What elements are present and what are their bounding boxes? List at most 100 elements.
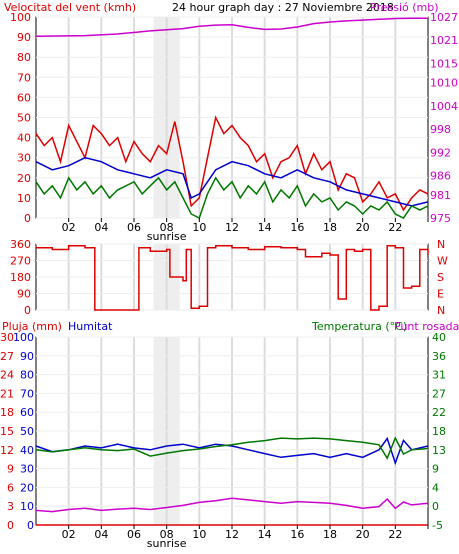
x-tick-label: 08	[160, 528, 174, 541]
wind-y-tick-label: 30	[17, 152, 31, 165]
compass-label: N	[437, 304, 445, 317]
humidity-series-line	[35, 436, 429, 466]
x-tick-label: 06	[127, 221, 141, 234]
pressure-y-tick-label: 1015	[430, 57, 458, 70]
humidity-y-tick-label: 60	[20, 406, 34, 419]
temperature-y-tick-label: 31	[432, 369, 446, 382]
wind-y-tick-label: 10	[17, 192, 31, 205]
rain-y-tick-label: 6	[7, 481, 14, 494]
wind_low-series-line	[35, 176, 429, 220]
pressure-y-tick-label: 992	[430, 146, 451, 159]
rain-y-tick-label: 18	[0, 406, 14, 419]
humidity-y-tick-label: 40	[20, 444, 34, 457]
compass-label: W	[437, 255, 448, 268]
humidity-y-tick-label: 30	[20, 463, 34, 476]
wind_avg-series-line	[35, 156, 429, 207]
humidity-y-tick-label: 50	[20, 425, 34, 438]
pressure-y-tick-label: 981	[430, 189, 451, 202]
temperature-title: Temperatura (°C)	[311, 320, 407, 333]
rain-y-tick-label: 27	[0, 350, 14, 363]
humidity-y-tick-label: 70	[20, 387, 34, 400]
temperature-y-tick-label: 13	[432, 444, 446, 457]
x-tick-label: 14	[258, 221, 272, 234]
x-tick-label: 10	[192, 221, 206, 234]
wind-y-tick-label: 80	[17, 51, 31, 64]
rain-y-tick-label: 15	[0, 425, 14, 438]
temperature-y-tick-label: 27	[432, 387, 446, 400]
temperature-y-tick-label: 40	[432, 331, 446, 344]
rain-y-tick-label: 9	[7, 463, 14, 476]
x-tick-label: 20	[356, 528, 370, 541]
pressure-y-tick-label: 1010	[430, 77, 458, 90]
wind-y-tick-label: 20	[17, 172, 31, 185]
rain-y-tick-label: 12	[0, 444, 14, 457]
dewpoint-series-line	[35, 497, 429, 513]
wind-panel-lines	[35, 17, 429, 220]
x-tick-label: 22	[388, 528, 402, 541]
pressure-series-line	[35, 17, 428, 38]
wind-y-tick-label: 0	[24, 212, 31, 225]
wind-pressure-panel: 0102030405060708090100975981986992998100…	[10, 11, 458, 243]
x-tick-label: 10	[192, 528, 206, 541]
humidity-y-tick-label: 90	[20, 350, 34, 363]
sunrise-label: sunrise	[147, 230, 187, 243]
humidity-y-tick-label: 0	[27, 519, 34, 532]
compass-label: S	[437, 271, 444, 284]
humidity-y-tick-label: 20	[20, 481, 34, 494]
pressure-y-tick-label: 986	[430, 169, 451, 182]
x-tick-label: 14	[258, 528, 272, 541]
x-tick-label: 20	[356, 221, 370, 234]
humidity-y-tick-label: 80	[20, 369, 34, 382]
temperature-y-tick-label: 4	[432, 481, 439, 494]
direction-panel-lines	[36, 245, 429, 311]
temp-panel-grid	[36, 336, 428, 526]
wind_speed-series-line	[35, 115, 429, 212]
wind-y-tick-label: 100	[10, 11, 31, 24]
x-tick-label: 16	[290, 528, 304, 541]
x-tick-label: 16	[290, 221, 304, 234]
wind-y-tick-label: 40	[17, 132, 31, 145]
pressure-y-tick-label: 1027	[430, 11, 458, 24]
x-tick-label: 12	[225, 221, 239, 234]
x-tick-label: 18	[323, 528, 337, 541]
rain-y-tick-label: 30	[0, 331, 14, 344]
rain-y-tick-label: 24	[0, 369, 14, 382]
wind-y-tick-label: 70	[17, 71, 31, 84]
x-tick-label: 04	[94, 221, 108, 234]
x-tick-label: 08	[160, 221, 174, 234]
wind-y-tick-label: 90	[17, 31, 31, 44]
wind-panel-grid	[36, 16, 428, 219]
x-tick-label: 02	[62, 221, 76, 234]
direction-series-line	[36, 245, 429, 311]
humidity-title: Humitat	[68, 320, 113, 333]
temperature-series-line	[35, 436, 429, 460]
pressure-title: Pressió (mb)	[370, 1, 439, 14]
direction-y-tick-label: 270	[10, 255, 31, 268]
temperature-y-tick-label: -5	[432, 519, 443, 532]
pressure-y-tick-label: 998	[430, 123, 451, 136]
temperature-y-tick-label: 36	[432, 350, 446, 363]
sunrise-label: sunrise	[147, 537, 187, 550]
wind-y-tick-label: 60	[17, 91, 31, 104]
x-tick-label: 02	[62, 528, 76, 541]
rain-y-tick-label: 21	[0, 387, 14, 400]
pressure-y-tick-label: 1004	[430, 100, 458, 113]
wind-panel-labels: 0102030405060708090100975981986992998100…	[10, 11, 458, 243]
compass-label: E	[437, 288, 444, 301]
x-tick-label: 06	[127, 528, 141, 541]
direction-y-tick-label: 180	[10, 271, 31, 284]
x-tick-label: 18	[323, 221, 337, 234]
pressure-y-tick-label: 1021	[430, 34, 458, 47]
humidity-y-tick-label: 10	[20, 500, 34, 513]
temperature-y-tick-label: 22	[432, 406, 446, 419]
x-tick-label: 04	[94, 528, 108, 541]
rain-y-tick-label: 0	[7, 519, 14, 532]
wind-title: Velocitat del vent (kmh)	[4, 1, 136, 14]
rain-y-tick-label: 3	[7, 500, 14, 513]
compass-label: N	[437, 238, 445, 251]
